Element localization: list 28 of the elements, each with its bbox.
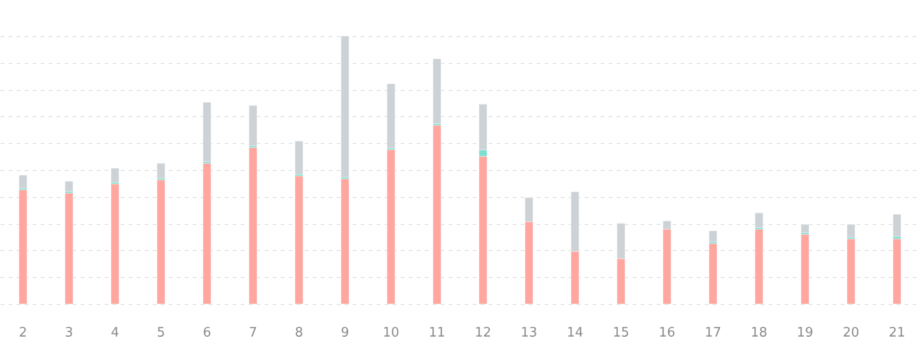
x-tick-label: 11 (428, 326, 446, 337)
x-tick-label: 14 (566, 326, 584, 337)
x-tick-label: 3 (64, 326, 74, 337)
bar (248, 147, 258, 304)
x-tick-label: 17 (704, 326, 722, 337)
bar (708, 243, 718, 304)
x-tick-label: 16 (658, 326, 676, 337)
bar (110, 184, 120, 304)
bar (892, 238, 902, 304)
x-tick-label: 9 (340, 326, 350, 337)
x-tick-label: 8 (294, 326, 304, 337)
x-tick-label: 18 (750, 326, 768, 337)
x-tick-label: 21 (888, 326, 906, 337)
x-tick-label: 10 (382, 326, 400, 337)
x-tick-label: 12 (474, 326, 492, 337)
bar (248, 105, 258, 146)
x-tick-label: 7 (248, 326, 258, 337)
x-tick-label: 13 (520, 326, 538, 337)
bar (110, 168, 120, 182)
x-tick-label: 15 (612, 326, 630, 337)
x-tick-label: 19 (796, 326, 814, 337)
x-tick-label: 6 (202, 326, 212, 337)
x-tick-label: 4 (110, 326, 120, 337)
x-tick-label: 2 (18, 326, 28, 337)
x-tick-label: 20 (842, 326, 860, 337)
bar (892, 214, 902, 237)
x-tick-label: 5 (156, 326, 166, 337)
bar (708, 230, 718, 242)
